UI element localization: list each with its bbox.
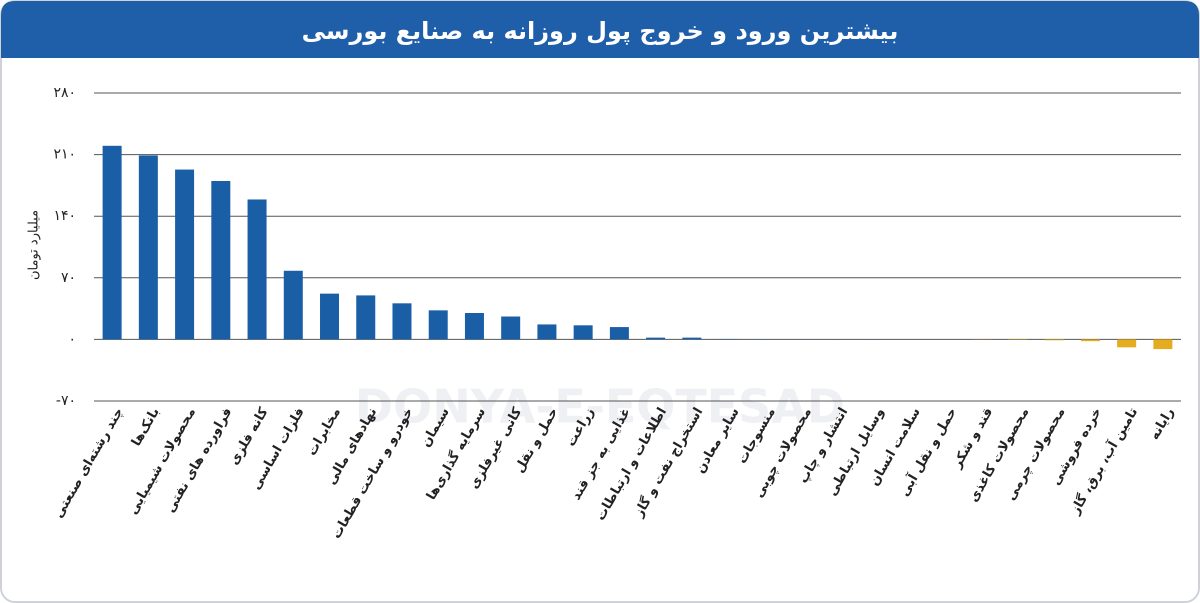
bar: [356, 295, 376, 340]
bar: [537, 324, 557, 340]
y-tick-label: -۷۰: [56, 393, 76, 409]
y-tick-label: ۱۴۰: [53, 208, 76, 224]
bar: [682, 337, 702, 340]
bar: [646, 337, 666, 340]
y-tick-label: ۷۰: [61, 270, 76, 286]
y-tick-label: ۲۸۰: [53, 85, 76, 101]
bar: [464, 313, 484, 340]
watermark: DONYA-E-EQTESAD: [355, 380, 845, 434]
y-tick-label: ۲۱۰: [53, 147, 76, 163]
bar: [501, 316, 521, 340]
bar: [428, 310, 448, 340]
bar: [102, 145, 122, 340]
bar: [609, 327, 629, 340]
bar: [1117, 339, 1137, 348]
bar: [247, 199, 267, 340]
bar: [175, 169, 195, 340]
header: [1, 1, 1199, 58]
bar: [1080, 339, 1100, 342]
bar: [1153, 339, 1173, 350]
bar: [573, 325, 593, 340]
y-axis-label: میلیارد تومان: [27, 210, 42, 280]
bar: [283, 270, 303, 340]
bar: [392, 303, 412, 340]
chart-title: بیشترین ورود و خروج پول روزانه به صنایع …: [302, 17, 899, 45]
bar: [1044, 339, 1064, 341]
bar: [320, 293, 340, 340]
bar: [138, 155, 158, 340]
y-tick-label: ۰: [68, 331, 76, 347]
bar: [211, 181, 231, 340]
